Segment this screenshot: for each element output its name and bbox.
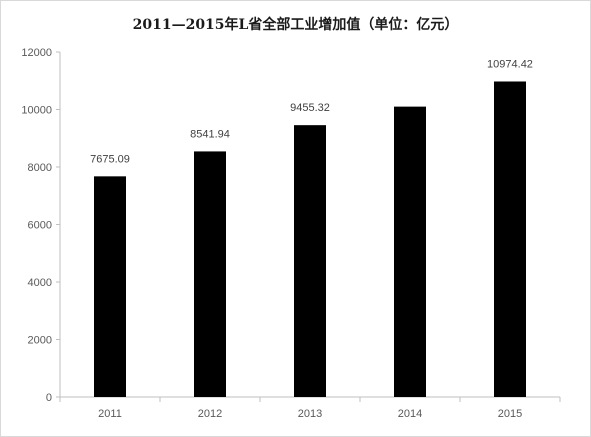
- y-tick-label: 10000: [21, 105, 52, 117]
- y-tick-label: 12000: [21, 47, 52, 59]
- x-tick-label: 2011: [98, 408, 122, 420]
- chart-title: 2011—2015年L省全部工业增加值（单位：亿元）: [132, 17, 459, 33]
- bar: [494, 81, 526, 398]
- x-tick-label: 2012: [198, 408, 222, 420]
- x-tick-label: 2014: [398, 408, 422, 420]
- data-label: 10974.42: [487, 58, 533, 70]
- bar: [394, 106, 426, 397]
- bar: [94, 176, 126, 397]
- data-label: 9455.32: [290, 102, 330, 114]
- bar: [294, 125, 326, 398]
- y-tick-label: 0: [46, 392, 52, 404]
- y-tick-label: 6000: [28, 220, 52, 232]
- data-label: 7675.09: [90, 153, 130, 165]
- data-label: 8541.94: [190, 128, 230, 140]
- x-tick-label: 2015: [498, 408, 522, 420]
- x-tick-label: 2013: [298, 408, 322, 420]
- y-tick-label: 2000: [28, 335, 52, 347]
- bar: [194, 151, 226, 397]
- y-tick-label: 4000: [28, 277, 52, 289]
- y-tick-label: 8000: [28, 162, 52, 174]
